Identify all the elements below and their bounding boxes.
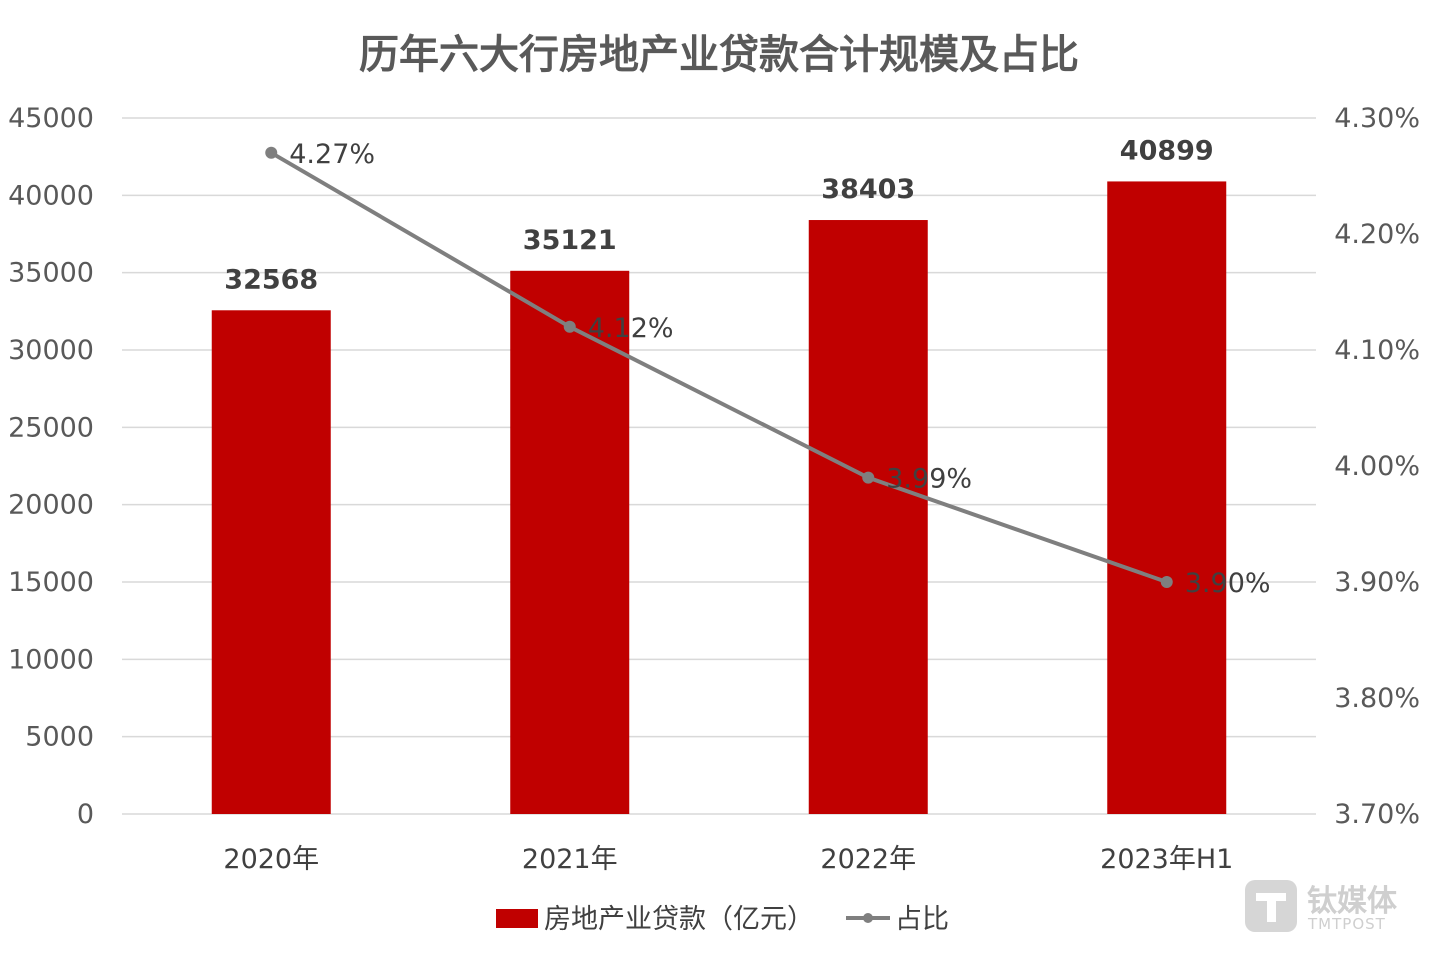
bar-value-label: 32568 [224,264,318,295]
line-value-label: 4.27% [289,139,375,170]
watermark: 钛媒体 TMTPOST [1245,880,1398,933]
right-axis-ticks: 3.70% 3.80% 3.90% 4.00% 4.10% 4.20% 4.30% [1334,103,1420,830]
line-value-label: 3.99% [886,464,972,495]
line-point [265,146,278,159]
logo-t-stem [1267,893,1276,922]
left-tick-label: 5000 [25,722,94,753]
left-tick-label: 30000 [8,335,94,366]
category-label: 2022年 [820,844,916,875]
right-tick-label: 4.10% [1334,335,1420,366]
bar [211,310,331,814]
category-label: 2023年H1 [1100,844,1233,875]
line-point [1160,576,1173,588]
left-axis-ticks: 0 5000 10000 15000 20000 25000 30000 35000 40000… [8,103,94,830]
right-tick-label: 4.20% [1334,219,1420,250]
legend-bar-swatch [496,909,538,928]
right-tick-label: 4.30% [1334,103,1420,134]
legend-line-marker [863,913,873,923]
left-tick-label: 45000 [8,103,94,134]
legend-line-label: 占比 [895,904,949,935]
left-tick-label: 40000 [8,180,94,211]
line-point [563,320,576,333]
bar [808,220,928,815]
line-value-label: 4.12% [588,313,674,344]
bar-value-label: 38403 [821,174,915,205]
watermark-sub: TMTPOST [1307,915,1386,933]
right-tick-label: 4.00% [1334,451,1420,482]
line-data-labels: 4.27% 4.12% 3.99% 3.90% [289,139,1270,599]
category-label: 2021年 [522,844,618,875]
bar [510,270,630,815]
legend-bar-label: 房地产业贷款（亿元） [544,904,814,935]
bar-value-label: 40899 [1120,135,1214,166]
line-value-label: 3.90% [1185,568,1271,599]
category-label: 2020年 [223,844,319,875]
legend: 房地产业贷款（亿元） 占比 [496,904,949,935]
left-tick-label: 0 [77,799,94,830]
share-line [270,151,1168,584]
watermark-name: 钛媒体 [1307,884,1398,919]
bar-value-label: 35121 [523,225,617,256]
left-tick-label: 20000 [8,490,94,521]
bar [1107,181,1227,814]
right-tick-label: 3.90% [1334,567,1420,598]
left-tick-label: 15000 [8,567,94,598]
line-point [862,471,875,484]
bar-series [211,181,1227,815]
category-labels: 2020年 2021年 2022年 2023年H1 [223,844,1233,875]
right-tick-label: 3.80% [1334,683,1420,714]
left-tick-label: 35000 [8,258,94,289]
left-tick-label: 25000 [8,412,94,443]
line-series [265,146,1173,588]
left-tick-label: 10000 [8,644,94,675]
right-tick-label: 3.70% [1334,799,1420,830]
chart-title: 历年六大行房地产业贷款合计规模及占比 [359,32,1079,78]
bar-data-labels: 32568 35121 38403 40899 [224,135,1213,295]
